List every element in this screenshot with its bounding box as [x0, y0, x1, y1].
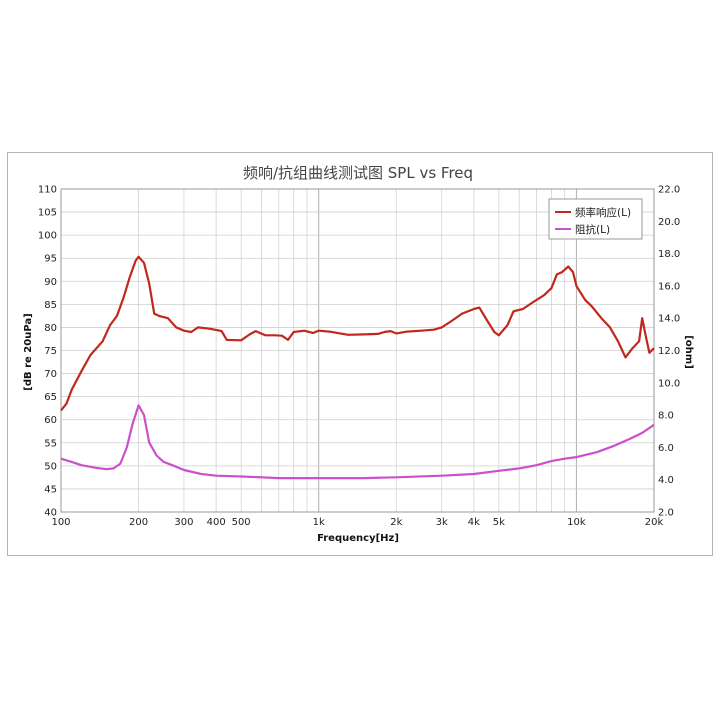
y-tick-label: 65 — [44, 392, 57, 403]
y-tick-label: 75 — [44, 346, 57, 357]
y2-tick-label: 6.0 — [658, 443, 674, 454]
y2-tick-label: 14.0 — [658, 314, 680, 325]
y-tick-label: 95 — [44, 254, 57, 265]
y2-tick-label: 20.0 — [658, 217, 680, 228]
series-line-impedance — [60, 404, 655, 480]
x-tick-label: 2k — [390, 517, 402, 528]
series-layer — [60, 255, 655, 480]
y-tick-label: 80 — [44, 323, 57, 334]
y-axis-label: [dB re 20uPa] — [23, 313, 34, 390]
y2-tick-label: 10.0 — [658, 378, 680, 389]
y-tick-label: 40 — [44, 508, 57, 519]
chart-title: 频响/抗组曲线测试图 SPL vs Freq — [243, 164, 473, 182]
y2-tick-label: 2.0 — [658, 508, 674, 519]
y-tick-label: 90 — [44, 277, 57, 288]
series-line-frequency-response — [60, 255, 655, 412]
plot-area-border — [60, 188, 655, 513]
legend-label-impedance: 阻抗(L) — [575, 223, 610, 236]
x-tick-label: 4k — [468, 517, 480, 528]
y-tick-label: 105 — [38, 208, 57, 219]
y2-tick-label: 12.0 — [658, 346, 680, 357]
x-tick-label: 300 — [174, 517, 193, 528]
x-tick-label: 1k — [313, 517, 325, 528]
y-tick-label: 100 — [38, 231, 57, 242]
x-tick-label: 10k — [567, 517, 586, 528]
x-tick-label: 500 — [232, 517, 251, 528]
y-axis-ticks: 40 45 50 55 60 65 70 75 80 85 90 95 100 105 110 — [38, 185, 57, 519]
legend-box — [548, 198, 643, 240]
x-tick-label: 20k — [645, 517, 664, 528]
y-tick-label: 70 — [44, 369, 57, 380]
legend-label-frequency-response: 频率响应(L) — [575, 206, 631, 219]
y2-axis-label: [ohm] — [683, 335, 694, 369]
y2-tick-label: 18.0 — [658, 249, 680, 260]
x-tick-label: 400 — [207, 517, 226, 528]
y-tick-label: 50 — [44, 461, 57, 472]
y-tick-label: 110 — [38, 185, 57, 196]
y-tick-label: 55 — [44, 438, 57, 449]
plot-grid — [61, 189, 654, 512]
y-tick-label: 45 — [44, 484, 57, 495]
y-tick-label: 85 — [44, 300, 57, 311]
y2-axis-ticks: 2.0 4.0 6.0 8.0 10.0 12.0 14.0 16.0 18.0 20.0 22.0 — [658, 185, 680, 519]
legend: 频率响应(L) 阻抗(L) — [548, 198, 643, 240]
x-tick-label: 5k — [493, 517, 505, 528]
y2-tick-label: 4.0 — [658, 475, 674, 486]
x-tick-label: 100 — [51, 517, 70, 528]
x-axis-ticks: 100 200 300 400 500 1k 2k 3k 4k 5k 10k 20k — [51, 517, 663, 528]
y2-tick-label: 16.0 — [658, 281, 680, 292]
x-tick-label: 3k — [436, 517, 448, 528]
y2-tick-label: 8.0 — [658, 411, 674, 422]
x-axis-label: Frequency[Hz] — [317, 533, 399, 544]
x-tick-label: 200 — [129, 517, 148, 528]
y-tick-label: 60 — [44, 415, 57, 426]
y2-tick-label: 22.0 — [658, 185, 680, 196]
